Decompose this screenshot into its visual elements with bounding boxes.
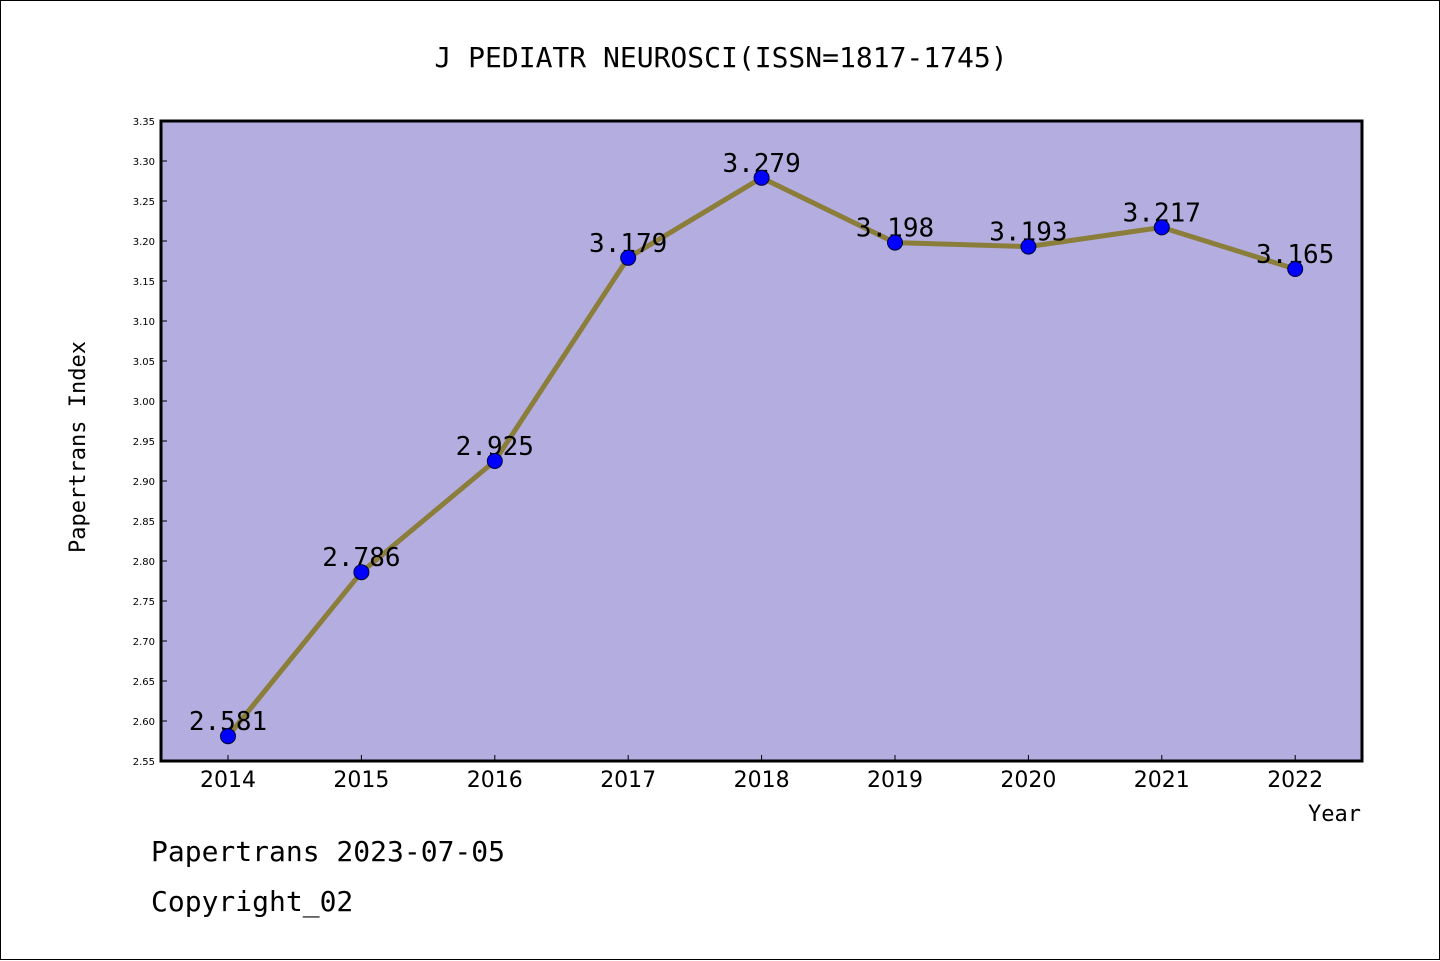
y-tick-label: 3.05 — [133, 357, 155, 368]
y-tick-label: 3.00 — [133, 397, 155, 408]
y-tick-label: 2.95 — [133, 437, 155, 448]
x-tick-label: 2016 — [467, 768, 523, 793]
data-point-marker — [353, 564, 370, 581]
footer-source-line: Papertrans 2023-07-05 — [151, 835, 506, 868]
y-tick-label: 3.35 — [133, 117, 155, 128]
y-tick-label: 2.90 — [133, 477, 155, 488]
chart-title: J PEDIATR NEUROSCI(ISSN=1817-1745) — [434, 41, 1007, 74]
x-axis-label: Year — [1308, 802, 1361, 827]
data-point-marker — [1020, 238, 1037, 255]
y-tick-label: 3.30 — [133, 157, 155, 168]
y-tick-label: 2.60 — [133, 717, 155, 728]
y-tick-label: 2.85 — [133, 517, 155, 528]
data-point-marker — [1287, 261, 1304, 277]
footer-copyright-line: Copyright_02 — [151, 885, 354, 918]
x-tick-label: 2014 — [200, 768, 256, 793]
data-point-marker — [887, 234, 903, 251]
y-tick-label: 2.55 — [133, 757, 155, 768]
y-tick-label: 3.20 — [133, 237, 155, 248]
y-axis-ticks: 2.55 2.60 2.65 2.70 2.75 2.80 2.85 2.90 2.95 3.00… — [133, 117, 167, 768]
x-tick-label: 2019 — [867, 768, 923, 793]
y-tick-label: 3.10 — [133, 317, 155, 328]
x-tick-label: 2018 — [734, 768, 790, 793]
data-point-marker — [220, 728, 236, 745]
x-tick-label: 2020 — [1000, 768, 1056, 793]
y-tick-label: 2.70 — [133, 637, 155, 648]
data-point-marker — [620, 249, 637, 266]
x-tick-label: 2021 — [1134, 768, 1190, 793]
y-tick-label: 2.80 — [133, 557, 155, 568]
x-tick-label: 2015 — [333, 768, 389, 793]
data-point-marker — [1153, 219, 1170, 236]
data-point-marker — [753, 169, 770, 186]
y-tick-label: 3.25 — [133, 197, 155, 208]
y-tick-label: 2.75 — [133, 597, 155, 608]
y-tick-label: 2.65 — [133, 677, 155, 688]
x-tick-label: 2017 — [600, 768, 656, 793]
x-axis-ticks: 2014 2015 2016 2017 2018 2019 2020 2021 2022 — [200, 755, 1323, 793]
data-point-marker — [486, 453, 503, 469]
y-tick-label: 3.15 — [133, 277, 155, 288]
y-axis-label: Papertrans Index — [66, 341, 91, 553]
x-tick-label: 2022 — [1267, 768, 1323, 793]
